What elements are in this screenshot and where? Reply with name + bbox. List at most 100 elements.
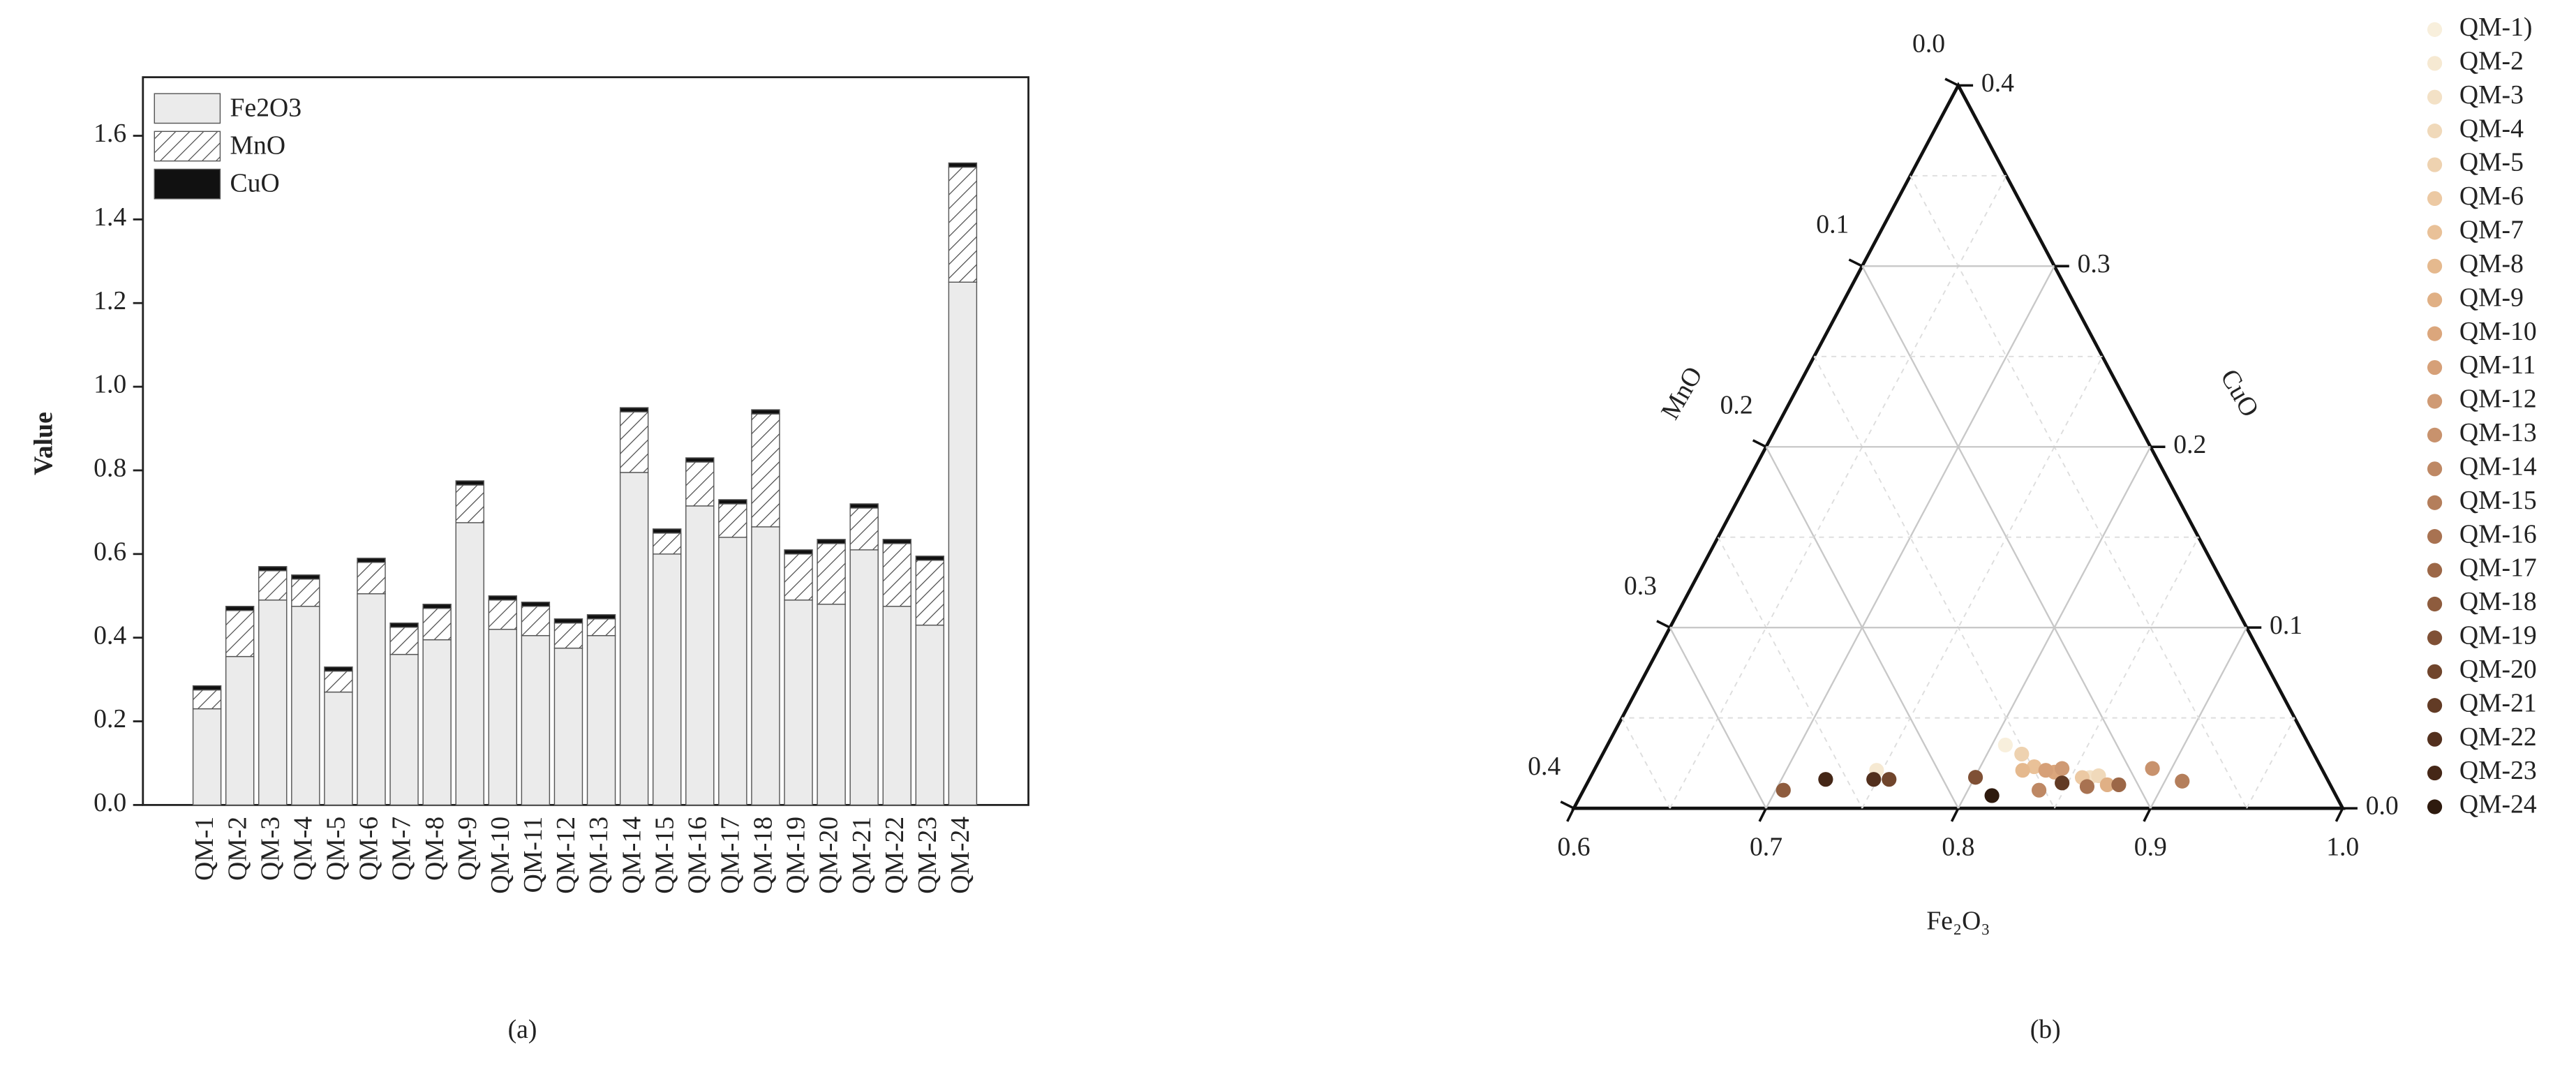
legend-label: QM-17 [2459,553,2537,583]
x-tick-label: QM-3 [255,817,285,881]
bar-segment [751,413,780,528]
bar-segment [619,411,649,473]
data-point [1967,770,1983,785]
legend-label: QM-6 [2459,181,2524,211]
axis-tick [1560,801,1574,810]
bar-segment [784,553,813,601]
bar-segment [455,522,484,806]
legend-marker [2427,157,2443,172]
bar-segment [652,533,682,555]
axis-title: Fe₂O₃ [1926,906,1990,935]
panel-label: (b) [2030,1015,2061,1044]
data-point [1818,772,1833,787]
data-point [2145,761,2160,776]
bar-segment [882,606,911,806]
y-tick-label: 1.2 [94,286,126,315]
plot-frame [142,76,1029,806]
bar-segment [521,606,551,637]
axis-tick [1566,808,1575,822]
legend-label: QM-14 [2459,452,2537,481]
bar-segment [488,628,518,806]
data-point [2079,779,2095,794]
bar-segment [718,503,747,538]
bar-segment [849,549,879,806]
x-tick-label: QM-21 [847,817,877,894]
legend-marker [2427,258,2443,274]
legend-marker [2427,124,2443,139]
bar-segment [817,539,846,544]
bar-segment [357,558,386,563]
axis-tick-label: 0.6 [1558,833,1591,862]
legend-marker [2427,326,2443,341]
bar-segment [619,407,649,412]
bar-segment [225,606,255,611]
bar-segment [948,281,978,806]
data-point [2027,759,2042,775]
bar-segment [258,600,288,806]
x-tick-label: QM-7 [387,817,417,881]
legend-label: QM-21 [2459,688,2537,717]
legend-label: QM-20 [2459,655,2537,684]
bar-segment [389,622,419,628]
legend-label: QM-11 [2459,350,2536,380]
legend-marker [2427,765,2443,781]
y-tick-label: 0.4 [94,620,126,650]
legend-label: CuO [230,169,280,198]
legend-label: QM-24 [2459,790,2537,819]
legend-marker [2427,292,2443,308]
x-tick-label: QM-8 [420,817,449,881]
legend-label: QM-3 [2459,80,2524,110]
legend-swatch [154,93,221,124]
axis-tick-label: 0.3 [1624,571,1657,600]
bar-segment [784,549,813,555]
bar-segment [192,685,222,691]
legend-marker [2427,394,2443,409]
bar-segment [521,602,551,607]
legend-marker [2427,427,2443,442]
bar-segment [586,618,616,637]
bar-segment [455,480,484,486]
bar-segment [915,624,945,806]
bar-segment [685,461,715,507]
y-tick-label: 0.2 [94,704,126,734]
legend-marker [2427,225,2443,240]
x-tick-label: QM-1 [190,817,219,881]
bar-segment [521,634,551,806]
x-tick-label: QM-5 [322,817,351,881]
x-tick-label: QM-13 [584,817,613,894]
panel-label: (a) [508,1015,537,1044]
bar-segment [849,507,879,551]
axis-tick [1944,77,1959,87]
x-tick-label: QM-15 [650,817,679,894]
bar-segment [357,562,386,595]
x-tick-label: QM-2 [223,817,252,881]
legend-label: QM-13 [2459,418,2537,447]
axis-tick-label: 1.0 [2326,833,2359,862]
bar-segment [751,526,780,806]
legend-label: QM-23 [2459,756,2537,785]
bar-segment [652,553,682,806]
bar-segment [784,600,813,806]
bar-segment [948,162,978,168]
legend-marker [2427,799,2443,814]
bar-segment [817,604,846,806]
legend-label: QM-12 [2459,385,2537,414]
y-tick-label: 0.6 [94,537,126,566]
axis-tick-label: 0.1 [1816,209,1849,239]
axis-tick-label: 0.0 [2366,791,2399,821]
bar-segment [291,606,320,806]
legend-marker [2427,495,2443,510]
bar-segment [291,579,320,607]
legend-label: QM-16 [2459,519,2537,549]
x-tick-label: QM-20 [814,817,844,894]
bar-segment [357,593,386,806]
minor-grid-line [1909,175,2247,809]
bar-segment [488,595,518,601]
data-point [1882,772,1897,787]
bar-segment [948,166,978,283]
legend-label: Fe2O3 [230,93,302,122]
legend-marker [2427,664,2443,679]
bar-segment [586,614,616,620]
x-tick-label: QM-24 [946,817,975,894]
bar-segment [192,689,222,710]
